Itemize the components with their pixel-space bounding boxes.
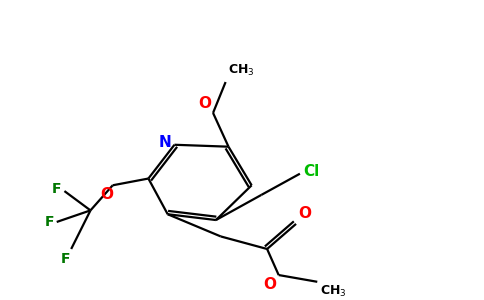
Text: F: F bbox=[45, 215, 54, 229]
Text: F: F bbox=[60, 252, 70, 266]
Text: O: O bbox=[298, 206, 311, 221]
Text: CH$_3$: CH$_3$ bbox=[227, 63, 254, 78]
Text: O: O bbox=[198, 96, 211, 111]
Text: O: O bbox=[101, 187, 114, 202]
Text: F: F bbox=[52, 182, 61, 196]
Text: O: O bbox=[264, 277, 277, 292]
Text: Cl: Cl bbox=[303, 164, 319, 179]
Text: N: N bbox=[159, 135, 171, 150]
Text: CH$_3$: CH$_3$ bbox=[320, 284, 347, 299]
